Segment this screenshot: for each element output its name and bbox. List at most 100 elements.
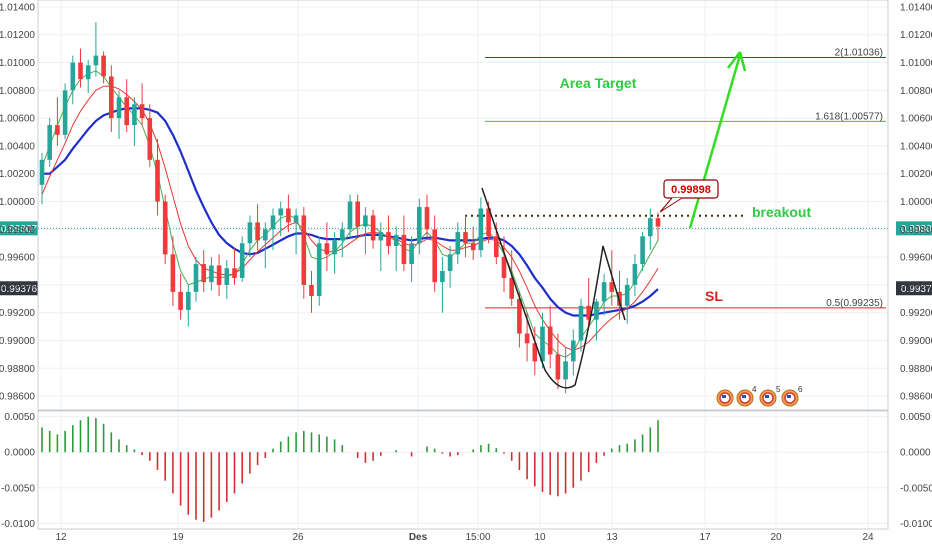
candle-body — [270, 215, 276, 230]
candle-body — [655, 218, 661, 227]
candle-body — [432, 229, 438, 283]
y-tick-label-left: 0.99000 — [0, 336, 35, 347]
y-tick-label-right: 1.00800 — [900, 86, 932, 97]
candle-body — [224, 268, 230, 285]
candle-body — [640, 236, 645, 265]
breakout-label: breakout — [752, 204, 811, 220]
flag-badge-count: 5 — [776, 385, 781, 394]
candle-body — [201, 264, 207, 283]
candle-body — [247, 222, 253, 244]
candle-body — [355, 201, 361, 227]
y-tick-label-left: 1.01400 — [0, 2, 35, 13]
candle-body — [363, 215, 368, 227]
breakout-price-label: 0.99898 — [671, 184, 711, 196]
grid — [38, 0, 888, 529]
y-tick-label-right: 1.00000 — [900, 197, 932, 208]
flag-badge-count: 6 — [798, 385, 803, 394]
osc-tick-label-left: 0.0050 — [4, 412, 35, 423]
candle-body — [155, 159, 160, 202]
flag-icon — [759, 389, 777, 407]
y-tick-label-right: 0.98800 — [900, 364, 932, 375]
x-tick-label: 10 — [534, 532, 546, 543]
candle-body — [301, 215, 307, 285]
candle-body — [517, 298, 522, 334]
candle-body — [262, 229, 268, 241]
candle-body — [424, 207, 430, 230]
candle-body — [339, 229, 345, 241]
y-tick-label-left: 1.00000 — [0, 197, 35, 208]
ma-slow-line — [42, 107, 659, 317]
current-price-tag-right: 0.99807 — [901, 224, 932, 235]
candle-body — [116, 97, 122, 119]
x-tick-label: 24 — [862, 532, 874, 543]
candle-body — [193, 264, 199, 292]
secondary-price-tag-right-bg — [896, 281, 932, 296]
candle-body — [101, 55, 106, 77]
flag-icon-canton — [742, 395, 746, 398]
candle-body — [632, 264, 638, 285]
candle-body — [232, 268, 237, 278]
y-tick-label-left: 1.00600 — [0, 114, 35, 125]
candle-body — [93, 55, 99, 66]
candle-body — [162, 201, 168, 255]
candle-body — [547, 326, 553, 355]
candle-body — [393, 234, 399, 246]
flag-badge-count: 4 — [752, 385, 757, 394]
candle-body — [447, 254, 453, 272]
cup-pattern-line — [481, 187, 626, 389]
flag-icon-canton — [787, 395, 791, 398]
fib-level-2-label: 2(1.01036) — [835, 48, 883, 59]
candle-body — [586, 305, 592, 320]
price-panel-border — [37, 0, 889, 411]
candle-body — [386, 232, 391, 246]
flag-icon — [736, 389, 754, 407]
y-tick-label-right: 1.00200 — [900, 169, 932, 180]
current-price-tag-right-bg — [896, 221, 932, 236]
candle-body — [463, 232, 468, 244]
annotations: Area TargetbreakoutSL0.998980.998070.998… — [0, 51, 932, 407]
area-target-label: Area Target — [560, 75, 637, 91]
candle-body — [401, 234, 407, 265]
candle-body — [78, 62, 83, 80]
oscillator-histogram — [41, 416, 659, 522]
candle-body — [601, 282, 607, 302]
candle-body — [209, 265, 214, 283]
current-price-tag-left: 0.99807 — [1, 224, 38, 235]
target-arrow-head — [727, 51, 747, 72]
candle-body — [309, 284, 314, 297]
candle-body — [70, 62, 76, 91]
target-arrow-shaft — [688, 54, 742, 229]
candle-body — [108, 76, 114, 119]
y-tick-label-right: 1.01400 — [900, 2, 932, 13]
y-tick-label-left: 1.00400 — [0, 141, 35, 152]
y-tick-label-left: 1.00200 — [0, 169, 35, 180]
candle-body — [493, 236, 499, 258]
candle-body — [255, 222, 260, 241]
candle-body — [647, 218, 653, 237]
candle-body — [85, 65, 91, 80]
secondary-price-tag-right: 0.99376 — [901, 284, 932, 295]
x-tick-label: 15:00 — [465, 532, 490, 543]
current-price-tag-left-bg — [0, 221, 38, 236]
breakout-price-box-pointer — [659, 197, 683, 213]
flag-icon — [781, 389, 799, 407]
candle-body — [624, 284, 630, 306]
candle-body — [293, 215, 299, 223]
osc-tick-label-left: 0.0000 — [4, 448, 35, 459]
x-tick-label: 20 — [770, 532, 782, 543]
candle-body — [286, 208, 291, 223]
x-tick-label: 17 — [699, 532, 711, 543]
candle-body — [62, 90, 68, 135]
y-tick-label-left: 0.99600 — [0, 253, 35, 264]
candle-body — [347, 201, 353, 230]
candle-body — [39, 159, 45, 185]
fib-level-1618-label: 1.618(1.00577) — [815, 111, 883, 122]
y-tick-label-right: 1.00600 — [900, 114, 932, 125]
candle-body — [440, 271, 445, 283]
fib-level-05-label: 0.5(0.99235) — [826, 298, 883, 309]
candle-body — [316, 243, 322, 297]
candle-body — [509, 277, 515, 299]
candle-body — [578, 305, 584, 341]
candle-body — [216, 265, 222, 285]
